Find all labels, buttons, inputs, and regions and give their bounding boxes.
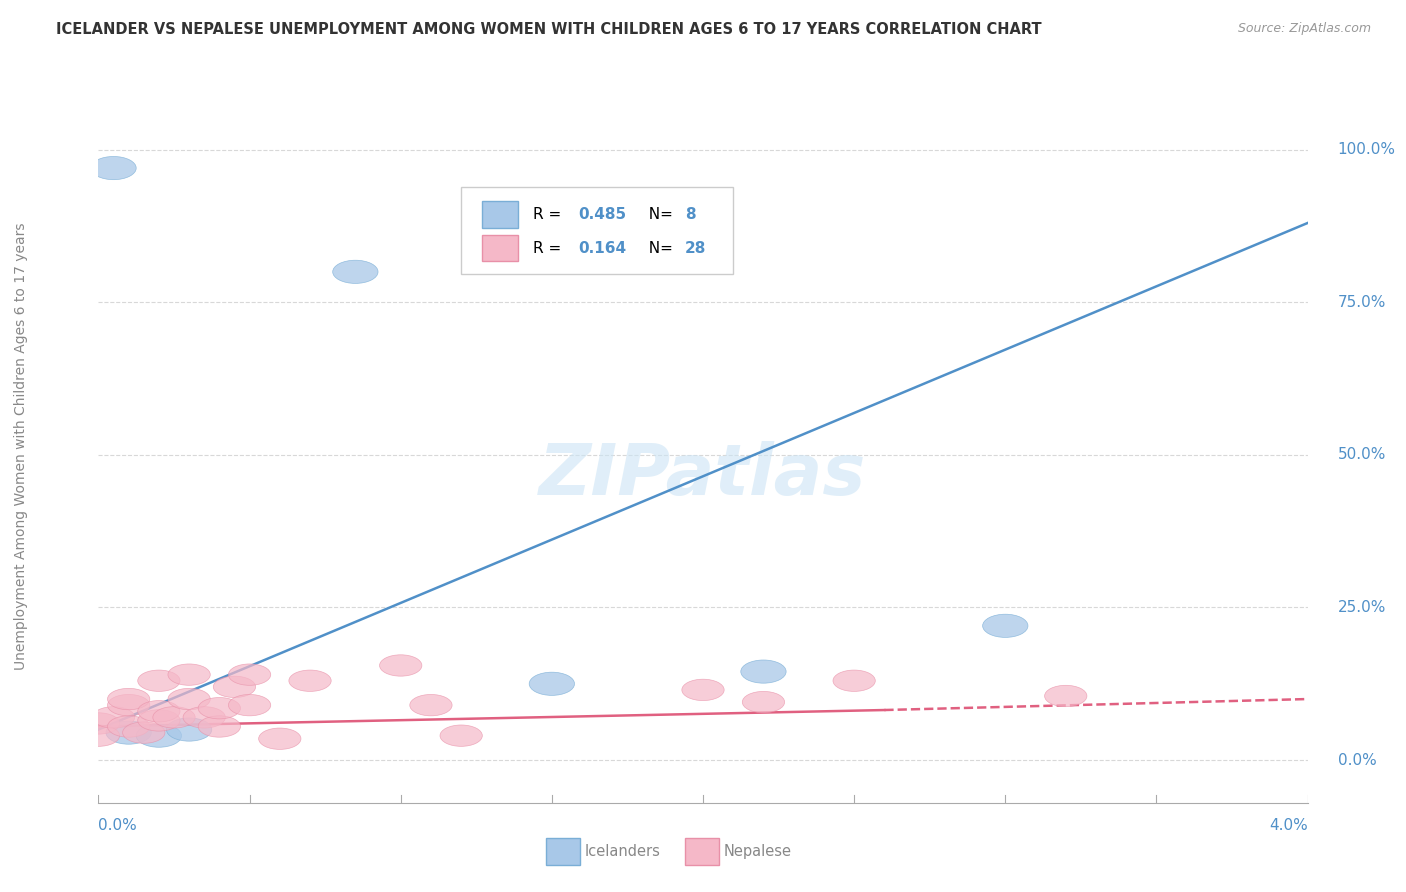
Bar [482,202,517,227]
Text: ICELANDER VS NEPALESE UNEMPLOYMENT AMONG WOMEN WITH CHILDREN AGES 6 TO 17 YEARS : ICELANDER VS NEPALESE UNEMPLOYMENT AMONG… [56,22,1042,37]
Ellipse shape [107,689,150,710]
Text: 28: 28 [685,241,706,256]
Ellipse shape [214,676,256,698]
Text: Source: ZipAtlas.com: Source: ZipAtlas.com [1237,22,1371,36]
Ellipse shape [107,695,150,715]
Ellipse shape [138,700,180,722]
Text: N=: N= [638,241,673,256]
Ellipse shape [983,615,1028,638]
Ellipse shape [138,670,180,691]
Ellipse shape [77,725,120,747]
Ellipse shape [167,689,211,710]
Ellipse shape [107,715,150,737]
Ellipse shape [166,718,212,741]
Ellipse shape [741,660,786,683]
Text: 50.0%: 50.0% [1339,448,1386,462]
Ellipse shape [529,673,575,696]
Ellipse shape [742,691,785,713]
Ellipse shape [93,706,135,728]
Ellipse shape [198,715,240,737]
Bar [546,838,579,864]
Ellipse shape [682,679,724,700]
Ellipse shape [183,706,225,728]
Text: 0.0%: 0.0% [1339,753,1376,768]
Ellipse shape [136,724,181,747]
Ellipse shape [1045,685,1087,706]
Ellipse shape [77,713,120,734]
Ellipse shape [198,698,240,719]
Bar [482,235,517,261]
Text: Unemployment Among Women with Children Ages 6 to 17 years: Unemployment Among Women with Children A… [14,222,28,670]
Text: Nepalese: Nepalese [724,844,792,859]
Ellipse shape [333,260,378,284]
Ellipse shape [122,722,165,743]
Text: ZIPatlas: ZIPatlas [540,442,866,510]
Text: Icelanders: Icelanders [585,844,661,859]
Ellipse shape [167,664,211,685]
Ellipse shape [440,725,482,747]
Text: 0.164: 0.164 [578,241,627,256]
Text: 4.0%: 4.0% [1268,818,1308,833]
Text: R =: R = [533,207,565,222]
Ellipse shape [138,710,180,731]
Ellipse shape [228,695,271,715]
Ellipse shape [91,156,136,179]
Text: N=: N= [638,207,678,222]
Text: 0.485: 0.485 [578,207,627,222]
Ellipse shape [259,728,301,749]
Text: 8: 8 [685,207,696,222]
Ellipse shape [228,664,271,685]
Text: 100.0%: 100.0% [1339,142,1396,157]
Bar [685,838,718,864]
Ellipse shape [409,695,453,715]
Ellipse shape [288,670,332,691]
Text: 25.0%: 25.0% [1339,600,1386,615]
Text: 0.0%: 0.0% [98,818,138,833]
FancyBboxPatch shape [461,187,734,274]
Ellipse shape [832,670,876,691]
Text: 75.0%: 75.0% [1339,295,1386,310]
Text: R =: R = [533,241,565,256]
Ellipse shape [105,721,152,744]
Ellipse shape [380,655,422,676]
Ellipse shape [153,706,195,728]
